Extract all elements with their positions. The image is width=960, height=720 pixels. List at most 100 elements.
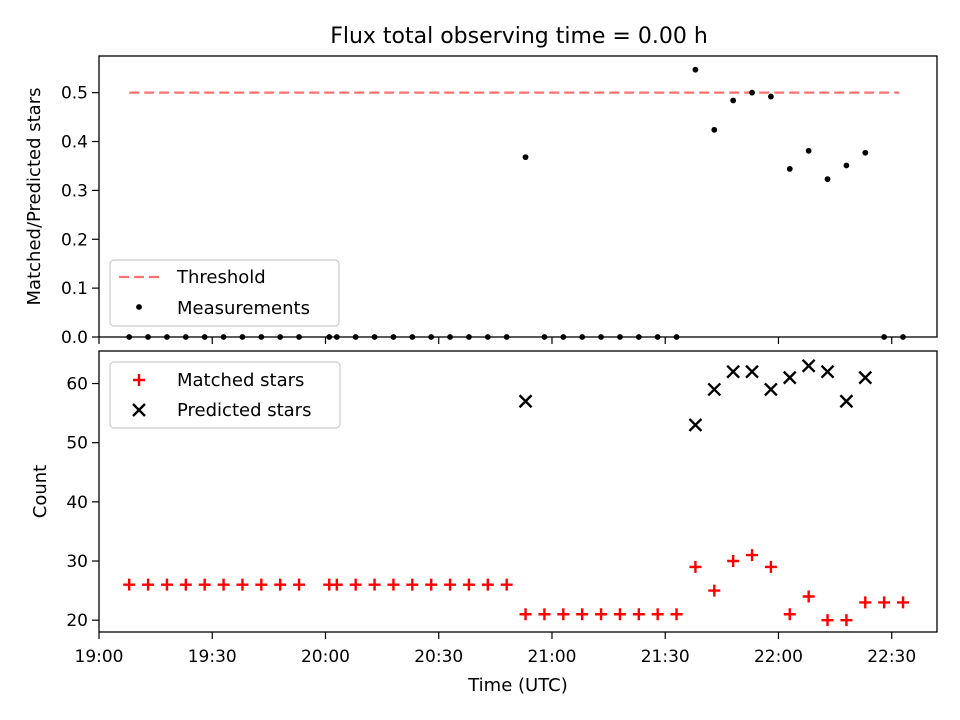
predicted-star-point — [745, 364, 759, 379]
y-axis-label: Count — [30, 465, 51, 518]
y-tick-label: 20 — [66, 611, 88, 631]
matched-star-point — [557, 608, 570, 621]
y-tick-label: 0.4 — [61, 133, 88, 153]
y-tick-label: 0.3 — [61, 181, 88, 201]
matched-star-point — [444, 578, 457, 591]
matched-star-point — [236, 578, 249, 591]
matched-star-point — [651, 608, 664, 621]
predicted-star-point — [801, 358, 816, 373]
predicted-star-point — [707, 382, 722, 397]
x-tick-label: 22:30 — [867, 647, 916, 667]
matched-star-point — [217, 578, 230, 591]
matched-star-point — [142, 578, 155, 591]
x-tick-label: 21:30 — [641, 647, 690, 667]
y-tick-label: 0.5 — [61, 84, 88, 104]
matched-star-point — [727, 555, 740, 568]
predicted-star-point — [726, 364, 741, 379]
matched-star-point — [783, 608, 796, 621]
legend-box — [109, 259, 340, 327]
measurement-point — [824, 176, 831, 183]
y-tick-label: 30 — [66, 552, 88, 572]
y-tick-label: 0.2 — [61, 230, 88, 250]
legend-matched-label: Matched stars — [177, 370, 304, 391]
predicted-star-point — [764, 382, 778, 397]
axes-frame — [98, 55, 938, 338]
y-axis-label: Matched/Predicted stars — [24, 88, 45, 306]
measurement-point — [805, 147, 812, 154]
measurement-point — [749, 89, 755, 96]
matched-star-point — [764, 560, 777, 573]
measurement-point — [862, 149, 869, 156]
predicted-star-point — [858, 370, 873, 385]
x-tick-label: 20:30 — [414, 647, 463, 667]
matched-star-point — [689, 560, 702, 573]
y-tick-label: 0.0 — [61, 328, 88, 348]
predicted-star-point — [839, 394, 854, 409]
y-tick-label: 0.1 — [61, 279, 88, 299]
chart-title: Flux total observing time = 0.00 h — [330, 24, 708, 49]
legend-top: Threshold Measurements — [109, 259, 340, 327]
x-tick-label: 22:00 — [754, 647, 803, 667]
matched-star-point — [160, 578, 173, 591]
y-tick-label: 50 — [66, 434, 88, 454]
matched-star-point — [293, 578, 306, 591]
matched-star-point — [613, 608, 626, 621]
measurement-point — [786, 165, 793, 172]
measurement-point — [711, 126, 718, 133]
matched-star-point — [859, 596, 872, 609]
matched-star-point — [255, 578, 268, 591]
legend-bottom: Matched stars Predicted stars — [109, 361, 341, 429]
matched-star-point — [632, 608, 645, 621]
matched-star-point — [708, 584, 721, 597]
predicted-star-point — [688, 418, 703, 432]
y-tick-label: 60 — [66, 375, 88, 395]
matched-star-point — [198, 578, 211, 591]
legend-measurement-swatch — [136, 304, 142, 310]
x-tick-label: 21:00 — [527, 647, 576, 667]
legend-predicted-label: Predicted stars — [177, 400, 311, 421]
x-axis-label: Time (UTC) — [467, 675, 568, 696]
measurement-point — [768, 93, 774, 100]
matched-star-point — [519, 608, 532, 621]
legend-threshold-label: Threshold — [176, 267, 266, 288]
matched-star-point — [274, 578, 287, 591]
matched-star-point — [746, 549, 759, 562]
legend-box — [109, 361, 341, 429]
matched-star-point — [123, 578, 136, 591]
matched-star-point — [406, 578, 419, 591]
x-tick-label: 19:30 — [188, 647, 237, 667]
predicted-star-point — [518, 394, 533, 409]
matched-star-point — [500, 578, 513, 591]
matched-star-point — [576, 608, 589, 621]
x-tick-label: 19:00 — [75, 647, 124, 667]
matched-star-point — [821, 614, 834, 627]
ratio-panel: 0.0 0.1 0.2 0.3 0.4 0.5 Matched/Predicted star… — [24, 55, 938, 348]
matched-star-point — [840, 614, 853, 627]
matched-star-point — [897, 596, 910, 609]
measurement-point — [843, 162, 850, 169]
matched-star-point — [425, 578, 438, 591]
x-tick-label: 20:00 — [301, 647, 350, 667]
matched-star-point — [538, 608, 551, 621]
axes-frame — [98, 350, 938, 633]
matched-star-point — [462, 578, 475, 591]
matched-star-point — [368, 578, 381, 591]
predicted-star-point — [820, 364, 835, 379]
y-tick-label: 40 — [66, 493, 88, 513]
matched-star-point — [349, 578, 362, 591]
matched-star-point — [595, 608, 608, 621]
matched-star-point — [878, 596, 891, 609]
predicted-star-point — [782, 370, 797, 385]
matched-star-point — [387, 578, 400, 591]
measurement-point — [692, 66, 699, 73]
matched-star-point — [330, 578, 343, 591]
matched-star-point — [179, 578, 192, 591]
matched-star-point — [670, 608, 683, 621]
count-panel: 20 30 40 50 60 19:00 19:30 20:00 20:30 21:00 21:30… — [30, 350, 938, 696]
legend-measurement-label: Measurements — [177, 298, 310, 319]
measurement-point — [730, 97, 737, 104]
matched-star-point — [802, 590, 815, 603]
legend-predicted-swatch — [132, 403, 146, 417]
legend-matched-swatch — [133, 374, 145, 386]
